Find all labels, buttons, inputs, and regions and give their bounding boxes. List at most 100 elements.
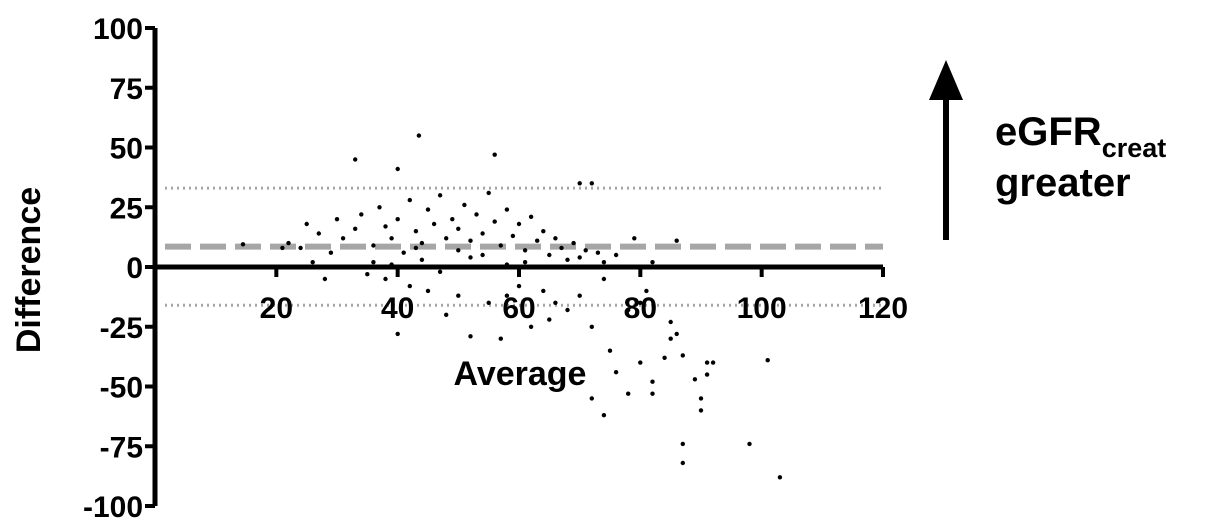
annotation-main: eGFR	[995, 110, 1102, 154]
x-tick-label: 80	[624, 292, 657, 325]
data-point	[280, 245, 285, 251]
data-point	[601, 276, 607, 282]
data-point	[553, 236, 558, 241]
data-point	[680, 460, 685, 466]
y-tick-label: 50	[110, 133, 143, 166]
scatter-points	[240, 133, 783, 480]
data-point	[444, 236, 449, 241]
data-point	[704, 372, 710, 377]
data-point	[516, 221, 522, 227]
data-point	[468, 334, 473, 339]
data-point	[340, 236, 346, 241]
data-point	[528, 324, 534, 329]
data-point	[322, 276, 328, 282]
y-tick-label: 0	[126, 252, 143, 285]
y-tick-label: 25	[110, 192, 143, 225]
tick-marks	[145, 26, 885, 508]
y-axis-title: Difference	[10, 187, 48, 353]
data-point	[486, 190, 491, 196]
data-point	[541, 229, 546, 234]
annotation-line2: greater	[995, 161, 1131, 205]
data-point	[298, 245, 303, 251]
data-point	[416, 133, 422, 138]
data-point	[413, 229, 419, 234]
data-point	[286, 240, 291, 246]
data-point	[310, 260, 315, 265]
data-point	[680, 353, 685, 358]
x-tick-label: 120	[858, 292, 908, 325]
data-point	[456, 293, 461, 298]
data-point	[535, 238, 540, 243]
y-tick-label: 75	[110, 73, 143, 106]
up-arrow-icon	[929, 60, 963, 240]
x-axis-title: Average	[454, 355, 587, 393]
data-point	[462, 202, 467, 208]
data-point	[638, 360, 643, 365]
annotation-label: eGFRcreat	[995, 110, 1166, 163]
data-point	[304, 221, 309, 227]
data-point	[589, 181, 594, 186]
data-point	[419, 257, 425, 262]
data-point	[601, 413, 607, 418]
tick-labels: 100 75 50 25 0 -25 -50 -75 -100 20 40 60 80 100 120	[83, 13, 908, 524]
data-point	[450, 217, 455, 222]
data-point	[577, 181, 582, 186]
y-tick-label: -50	[100, 372, 143, 405]
data-point	[383, 276, 388, 282]
data-point	[583, 248, 588, 253]
data-point	[401, 250, 406, 255]
y-tick-label: -100	[83, 491, 143, 524]
data-point	[650, 379, 655, 384]
data-point	[644, 288, 649, 294]
data-point	[510, 233, 516, 239]
annotation: eGFRcreat greater	[929, 60, 1166, 240]
data-point	[486, 300, 491, 305]
data-point	[680, 441, 685, 447]
data-point	[668, 319, 673, 325]
data-point	[516, 283, 522, 289]
data-point	[456, 226, 461, 231]
data-point	[632, 236, 637, 241]
data-point	[377, 205, 382, 210]
data-point	[437, 193, 443, 198]
data-point	[613, 252, 619, 258]
data-point	[613, 370, 619, 375]
data-point	[371, 243, 376, 248]
data-point	[698, 408, 704, 413]
data-point	[419, 240, 425, 246]
data-point	[650, 260, 655, 265]
data-point	[359, 212, 364, 217]
x-tick-label: 60	[502, 292, 535, 325]
data-point	[674, 238, 679, 243]
annotation-subscript: creat	[1102, 133, 1167, 163]
data-point	[504, 207, 510, 212]
data-point	[425, 288, 431, 294]
data-point	[468, 238, 473, 243]
data-point	[595, 250, 601, 255]
data-point	[407, 283, 412, 289]
data-point	[395, 331, 400, 337]
data-point	[674, 331, 679, 337]
data-point	[650, 391, 655, 396]
data-point	[668, 336, 673, 341]
data-point	[328, 250, 334, 255]
data-point	[589, 396, 594, 401]
data-point	[395, 166, 400, 172]
data-point	[371, 260, 376, 265]
data-point	[492, 152, 497, 157]
data-point	[389, 236, 394, 241]
y-tick-label: -25	[100, 312, 143, 345]
data-point	[704, 360, 710, 365]
y-tick-label: 100	[93, 13, 143, 46]
data-point	[480, 231, 485, 236]
data-point	[698, 396, 704, 401]
data-point	[365, 272, 370, 277]
data-point	[607, 348, 613, 353]
data-point	[504, 293, 510, 298]
data-point	[553, 300, 558, 305]
data-point	[522, 248, 528, 253]
data-point	[747, 441, 752, 447]
data-point	[413, 245, 419, 251]
data-point	[240, 242, 246, 247]
data-point	[528, 214, 534, 219]
